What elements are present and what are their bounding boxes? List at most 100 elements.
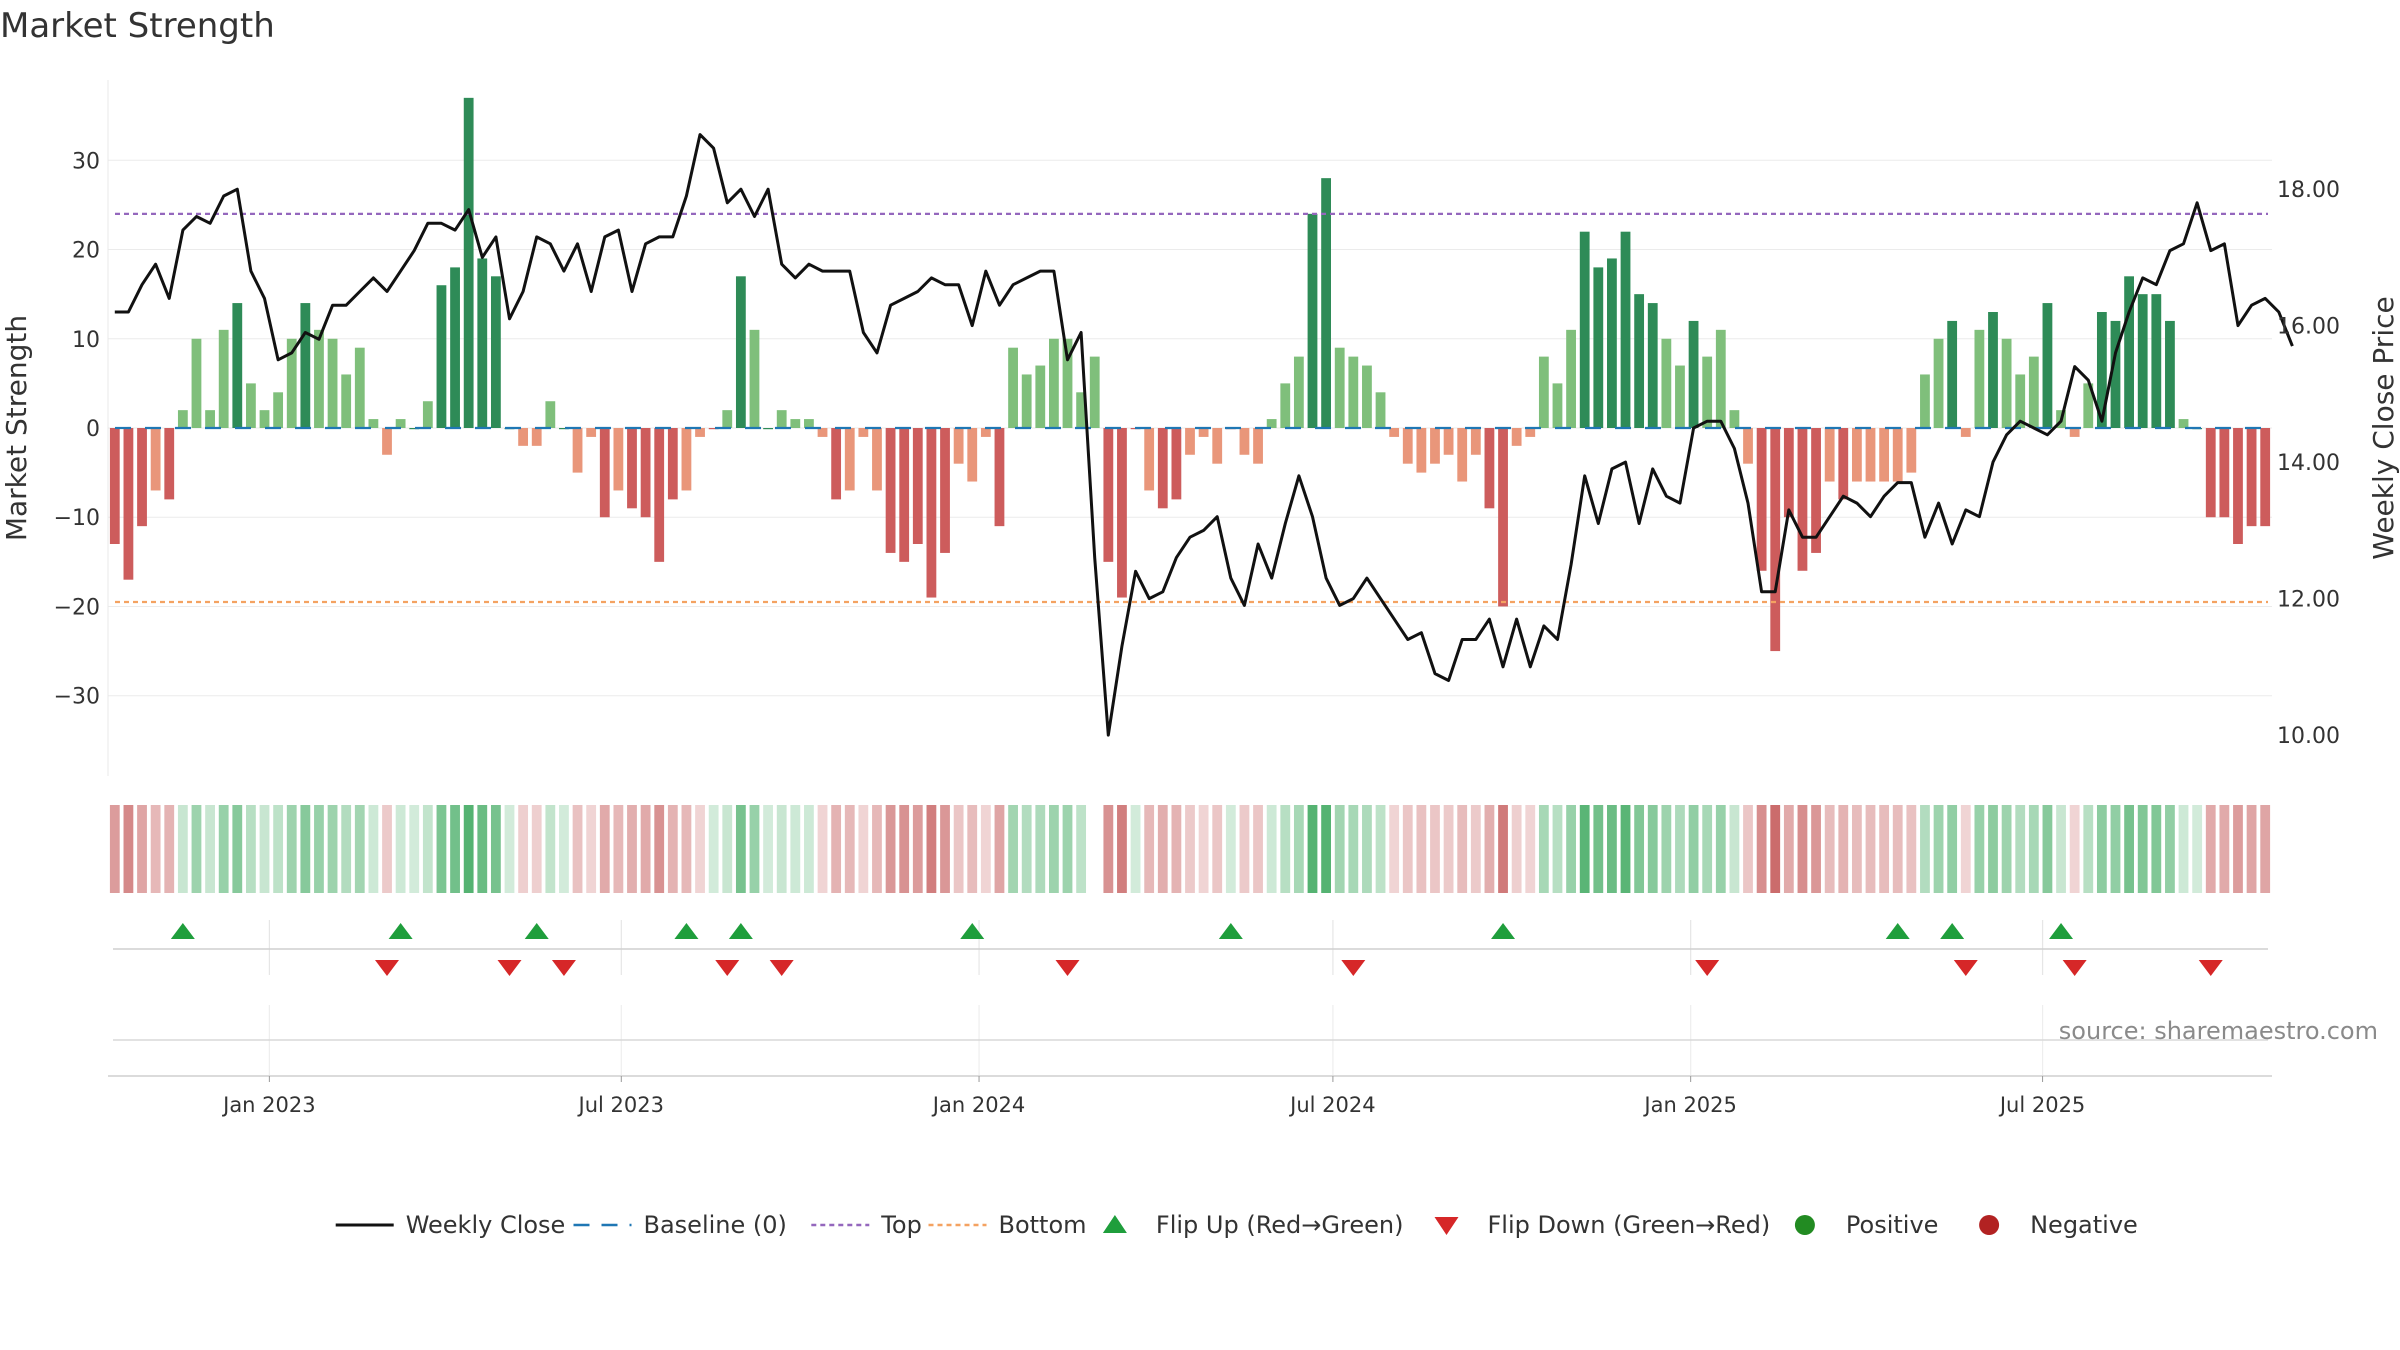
heat-cell <box>559 805 569 893</box>
chart-title: Market Strength <box>0 6 275 46</box>
heat-cell <box>667 805 678 893</box>
strength-bar <box>1743 428 1753 464</box>
heat-cell <box>300 805 311 893</box>
heat-cell <box>1021 805 1032 893</box>
strength-bar <box>300 303 311 428</box>
strength-bar <box>1280 383 1291 428</box>
heat-cell <box>1702 805 1713 893</box>
strength-bar <box>1906 428 1917 473</box>
flip-up-marker <box>1940 923 1965 939</box>
strength-bar <box>735 276 746 428</box>
strength-bar <box>1430 428 1440 464</box>
heat-cell <box>1593 805 1604 893</box>
heat-cell <box>246 805 256 893</box>
heat-cell <box>232 805 243 893</box>
strength-bar <box>722 410 733 428</box>
heat-cell <box>1470 805 1481 893</box>
flip-down-marker <box>715 960 740 976</box>
y-tick-label: 20 <box>72 239 100 264</box>
strength-bar <box>382 428 392 455</box>
heat-cell <box>1756 805 1767 893</box>
flip-down-marker <box>375 960 400 976</box>
strength-bar <box>1021 374 1032 428</box>
heat-cell <box>1103 805 1114 893</box>
strength-bar <box>246 383 256 428</box>
flip-down-marker <box>2062 960 2087 976</box>
heat-cell <box>1675 805 1685 893</box>
flip-down-marker <box>551 960 576 976</box>
y-tick-label: 30 <box>72 149 100 174</box>
y-axis: 30 20 10 0 −10 −20 −30 <box>54 149 100 709</box>
heat-cell <box>967 805 978 893</box>
strength-bar <box>1048 338 1059 428</box>
heat-cell <box>1974 805 1985 893</box>
heat-cell <box>1620 805 1631 893</box>
strength-bar <box>1334 347 1345 428</box>
heat-cell <box>1416 805 1427 893</box>
flip-down-marker <box>1695 960 1720 976</box>
strength-bar <box>1062 338 1073 428</box>
strength-bar <box>2083 383 2094 428</box>
strength-bar <box>395 419 406 428</box>
strength-bar <box>1144 428 1155 491</box>
strength-bar <box>763 428 773 430</box>
heat-cell <box>804 805 814 893</box>
strength-bar <box>259 410 270 428</box>
strength-bar <box>2110 320 2121 428</box>
heat-cell <box>1579 805 1590 893</box>
heat-cell <box>1402 805 1413 893</box>
y2-axis: 18.00 16.00 14.00 12.00 10.00 <box>2277 178 2340 749</box>
strength-bar <box>2260 428 2271 527</box>
legend-item: Flip Up (Red→Green) <box>1102 1211 1403 1239</box>
flip-up-marker <box>1218 923 1243 939</box>
strength-bar <box>940 428 950 553</box>
heat-cell <box>1634 805 1645 893</box>
strength-bar <box>2151 294 2162 428</box>
grid-layer <box>107 80 2272 1077</box>
strength-bar <box>926 428 937 598</box>
strength-bar <box>232 303 243 428</box>
y2-axis-label: Weekly Close Price <box>2367 296 2400 559</box>
heat-cell <box>1811 805 1821 893</box>
strength-bar <box>1661 338 1672 428</box>
legend-item: Baseline (0) <box>573 1211 787 1239</box>
heat-cell <box>2001 805 2012 893</box>
strength-bar <box>273 392 284 428</box>
weekly-close-line <box>114 133 2294 737</box>
strength-bar <box>1253 428 1263 464</box>
strength-bar <box>1634 294 1645 428</box>
y-tick-label: 0 <box>86 417 100 442</box>
strength-bar <box>1538 356 1549 428</box>
strength-bar <box>531 428 542 446</box>
strength-bar <box>1824 428 1835 482</box>
strength-bar <box>1838 428 1849 500</box>
heat-cell <box>463 805 474 893</box>
heat-cell <box>422 805 433 893</box>
strength-bar <box>1960 428 1971 437</box>
heat-cell <box>1253 805 1263 893</box>
flip-up-marker <box>388 923 413 939</box>
strength-bar <box>545 401 556 428</box>
strength-bar <box>1362 365 1372 428</box>
strength-bar <box>1756 428 1767 571</box>
heat-cell <box>1293 805 1304 893</box>
strength-bar <box>2219 428 2230 518</box>
strength-bar <box>436 285 447 428</box>
strength-bar <box>1620 231 1631 428</box>
y2-tick-label: 14.00 <box>2277 451 2340 476</box>
heat-cell <box>450 805 460 893</box>
flip-up-marker <box>674 923 699 939</box>
heat-cell <box>1552 805 1563 893</box>
legend-item: Top <box>811 1211 922 1239</box>
heat-strip <box>109 805 2271 893</box>
heat-cell <box>1770 805 1781 893</box>
price-layer <box>114 133 2294 737</box>
strength-bar <box>790 419 801 428</box>
strength-bar <box>1947 320 1958 428</box>
heat-cell <box>1824 805 1835 893</box>
heat-cell <box>327 805 338 893</box>
flip-down-marker <box>769 960 794 976</box>
heat-cell <box>1729 805 1740 893</box>
strength-bar <box>1783 428 1794 518</box>
